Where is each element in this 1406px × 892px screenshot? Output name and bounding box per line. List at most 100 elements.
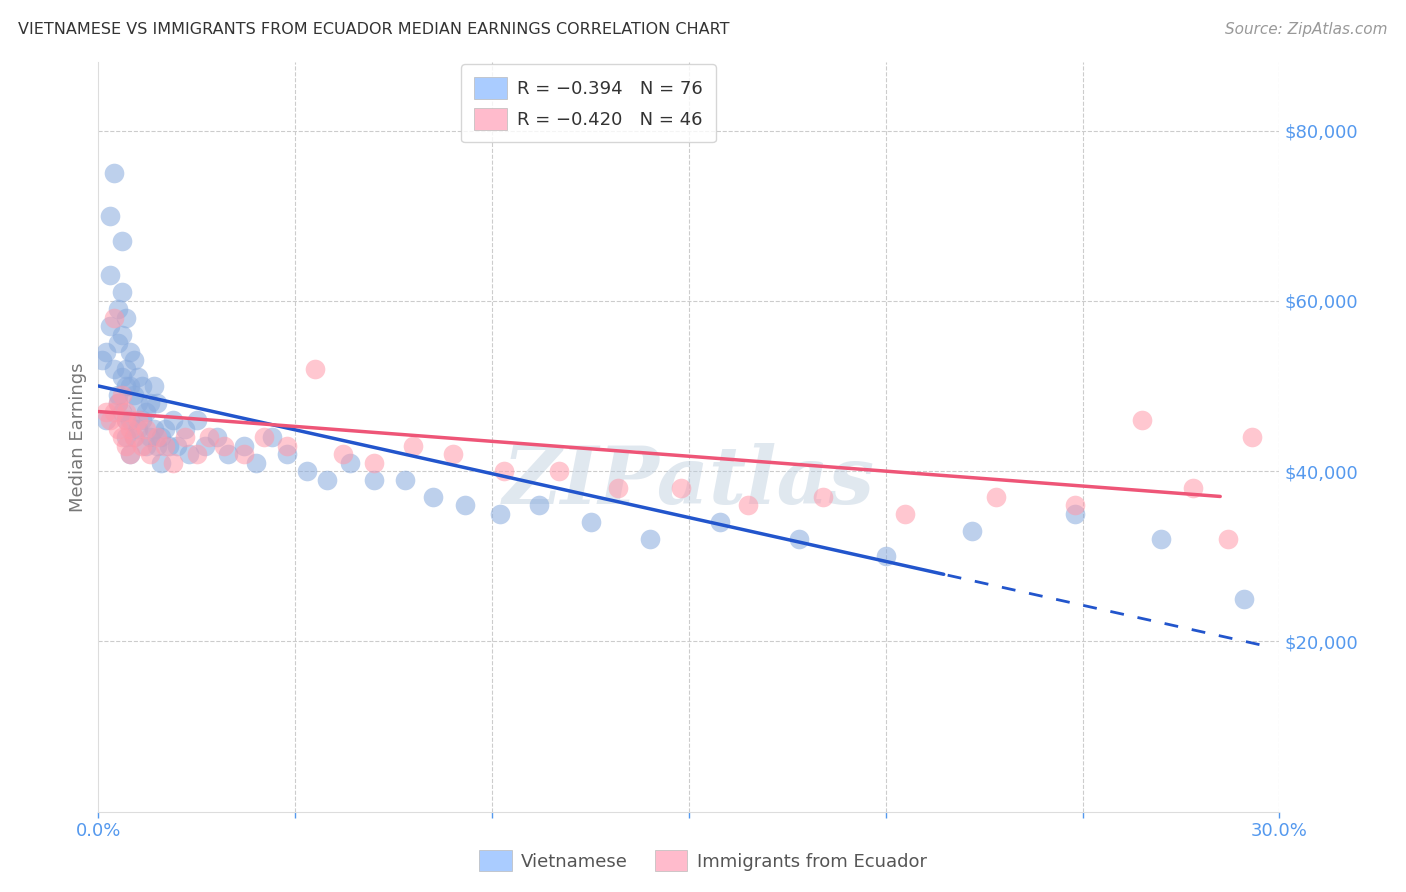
Point xyxy=(548,464,571,478)
Point xyxy=(127,413,149,427)
Point xyxy=(103,166,125,180)
Point xyxy=(402,439,425,453)
Point xyxy=(115,379,138,393)
Point xyxy=(111,370,134,384)
Point xyxy=(214,439,236,453)
Point xyxy=(118,379,141,393)
Point xyxy=(363,473,385,487)
Point xyxy=(177,447,200,461)
Point xyxy=(122,430,145,444)
Point xyxy=(260,430,283,444)
Text: VIETNAMESE VS IMMIGRANTS FROM ECUADOR MEDIAN EARNINGS CORRELATION CHART: VIETNAMESE VS IMMIGRANTS FROM ECUADOR ME… xyxy=(18,22,730,37)
Point xyxy=(138,447,160,461)
Legend: Vietnamese, Immigrants from Ecuador: Vietnamese, Immigrants from Ecuador xyxy=(472,843,934,879)
Point xyxy=(107,336,129,351)
Point xyxy=(894,507,917,521)
Point xyxy=(811,490,834,504)
Point xyxy=(91,353,114,368)
Point xyxy=(155,439,177,453)
Legend: R = −0.394   N = 76, R = −0.420   N = 46: R = −0.394 N = 76, R = −0.420 N = 46 xyxy=(461,64,716,143)
Point xyxy=(737,498,759,512)
Point xyxy=(276,447,298,461)
Point xyxy=(115,430,138,444)
Point xyxy=(131,379,153,393)
Point xyxy=(1233,591,1256,606)
Point xyxy=(122,353,145,368)
Text: Source: ZipAtlas.com: Source: ZipAtlas.com xyxy=(1225,22,1388,37)
Point xyxy=(1130,413,1153,427)
Point xyxy=(115,439,138,453)
Point xyxy=(146,430,169,444)
Point xyxy=(166,439,188,453)
Point xyxy=(96,404,118,418)
Point xyxy=(1218,533,1240,547)
Point xyxy=(157,439,180,453)
Point xyxy=(138,396,160,410)
Point xyxy=(489,507,512,521)
Point xyxy=(205,430,228,444)
Point xyxy=(115,362,138,376)
Point xyxy=(111,430,134,444)
Point xyxy=(162,413,184,427)
Point xyxy=(492,464,515,478)
Point xyxy=(127,370,149,384)
Point xyxy=(155,421,177,435)
Point xyxy=(142,421,165,435)
Point xyxy=(233,447,256,461)
Point xyxy=(709,515,731,529)
Point xyxy=(217,447,239,461)
Point xyxy=(1063,507,1085,521)
Point xyxy=(669,481,692,495)
Point xyxy=(441,447,464,461)
Point xyxy=(787,533,810,547)
Point xyxy=(127,421,149,435)
Point xyxy=(107,396,129,410)
Point xyxy=(111,327,134,342)
Point xyxy=(529,498,551,512)
Point xyxy=(332,447,354,461)
Point xyxy=(295,464,318,478)
Point xyxy=(276,439,298,453)
Point xyxy=(363,456,385,470)
Point xyxy=(607,481,630,495)
Point xyxy=(131,439,153,453)
Point xyxy=(115,404,138,418)
Point xyxy=(135,439,157,453)
Point xyxy=(115,310,138,325)
Text: ZIPatlas: ZIPatlas xyxy=(503,443,875,521)
Point xyxy=(233,439,256,453)
Point xyxy=(186,413,208,427)
Point xyxy=(107,387,129,401)
Point xyxy=(984,490,1007,504)
Point xyxy=(253,430,276,444)
Point xyxy=(111,387,134,401)
Point xyxy=(127,396,149,410)
Point xyxy=(98,268,121,283)
Point xyxy=(579,515,602,529)
Point xyxy=(186,447,208,461)
Y-axis label: Median Earnings: Median Earnings xyxy=(69,362,87,512)
Point xyxy=(131,413,153,427)
Point xyxy=(111,234,134,248)
Point xyxy=(135,421,157,435)
Point xyxy=(107,302,129,317)
Point xyxy=(111,285,134,300)
Point xyxy=(118,447,141,461)
Point xyxy=(453,498,475,512)
Point xyxy=(875,549,897,564)
Point xyxy=(394,473,416,487)
Point xyxy=(638,533,661,547)
Point xyxy=(1240,430,1263,444)
Point xyxy=(122,430,145,444)
Point xyxy=(118,413,141,427)
Point xyxy=(174,430,197,444)
Point xyxy=(107,421,129,435)
Point xyxy=(115,413,138,427)
Point xyxy=(150,456,173,470)
Point xyxy=(98,319,121,334)
Point xyxy=(194,439,217,453)
Point xyxy=(304,362,326,376)
Point xyxy=(118,421,141,435)
Point xyxy=(315,473,337,487)
Point xyxy=(96,345,118,359)
